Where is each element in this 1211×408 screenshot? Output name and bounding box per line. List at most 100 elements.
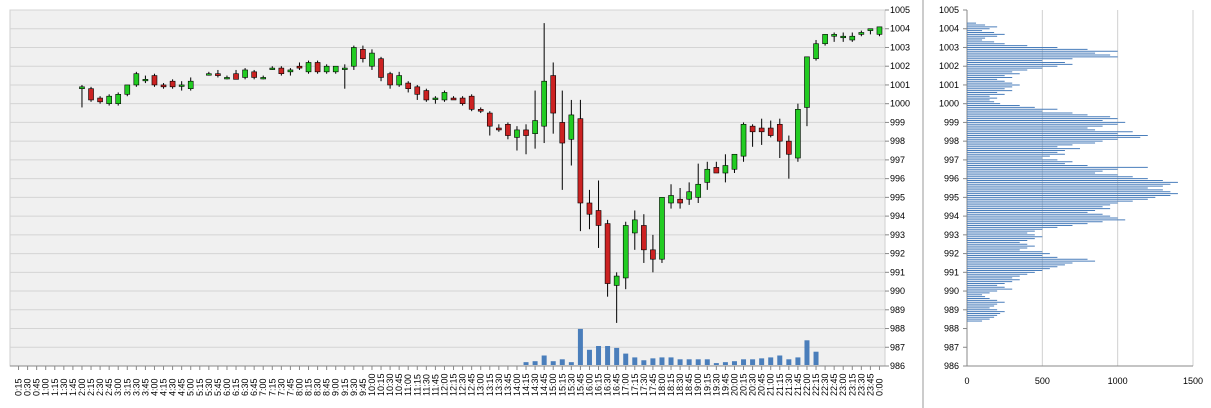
- x-tick-label: 16:45: [612, 373, 622, 396]
- candle-body: [314, 62, 321, 73]
- candle-body: [178, 84, 185, 87]
- x-tick-label: 20:15: [739, 373, 749, 396]
- candle-body: [613, 275, 620, 286]
- x-tick-label: 19:00: [693, 373, 703, 396]
- x-tick-label: 0:30: [23, 378, 33, 396]
- y-tick-label: 1000: [890, 99, 910, 109]
- candle-body: [767, 127, 774, 136]
- x-tick-label: 18:00: [657, 373, 667, 396]
- y-tick-label: 1002: [890, 61, 910, 71]
- y-tick-label: 986: [890, 361, 905, 371]
- profile-x-tick-label: 500: [1035, 376, 1050, 386]
- x-tick-label: 4:45: [177, 378, 187, 396]
- x-tick-label: 5:30: [204, 378, 214, 396]
- profile-y-tick-label: 991: [944, 267, 959, 277]
- candle-body: [278, 67, 285, 75]
- profile-y-tick-label: 996: [944, 174, 959, 184]
- profile-y-tick-label: 993: [944, 230, 959, 240]
- candle-body: [97, 97, 103, 103]
- candle-body: [659, 197, 665, 260]
- y-tick-label: 999: [890, 117, 905, 127]
- candle-body: [224, 77, 230, 80]
- x-tick-label: 22:45: [829, 373, 839, 396]
- candle-body: [722, 165, 729, 174]
- candle-body: [477, 109, 484, 112]
- x-tick-label: 8:45: [322, 378, 332, 396]
- candle-body: [795, 109, 801, 159]
- y-tick-label: 1005: [890, 5, 910, 15]
- candle-body: [858, 32, 865, 35]
- y-tick-label: 991: [890, 267, 905, 277]
- profile-x-tick-label: 0: [964, 376, 969, 386]
- x-tick-label: 12:30: [458, 373, 468, 396]
- x-tick-label: 20:30: [748, 373, 758, 396]
- candle-body: [88, 88, 94, 101]
- candle-body: [369, 52, 375, 67]
- volume-bar: [596, 346, 602, 365]
- profile-y-tick-label: 1004: [939, 24, 959, 34]
- candle-body: [305, 62, 312, 73]
- volume-bar: [559, 359, 565, 365]
- candle-body: [260, 77, 267, 80]
- candle-body: [133, 73, 140, 86]
- y-tick-label: 993: [890, 230, 905, 240]
- x-tick-label: 9:15: [340, 378, 350, 396]
- x-tick-label: 10:00: [367, 373, 377, 396]
- x-tick-label: 0:45: [32, 378, 42, 396]
- candle-body: [550, 75, 557, 114]
- candle-body: [378, 58, 384, 78]
- volume-profile-panel: 0 500 1000 1500 1005 1004 1003 1002 1001 1000 999 9…: [939, 5, 1203, 386]
- candle-body: [296, 65, 303, 69]
- x-tick-label: 14:30: [530, 373, 540, 396]
- volume-bar: [650, 358, 656, 365]
- x-tick-label: 20:00: [729, 373, 739, 396]
- x-tick-label: 18:45: [684, 373, 694, 396]
- candle-body: [387, 73, 393, 86]
- volume-bar: [713, 363, 719, 365]
- volume-bar: [641, 360, 647, 365]
- volume-bar: [695, 359, 701, 365]
- x-tick-label: 11:15: [412, 374, 422, 396]
- x-tick-label: 15:30: [566, 373, 576, 396]
- x-tick-label: 1:45: [68, 378, 78, 396]
- x-tick-label: 7:45: [285, 378, 295, 396]
- x-tick-label: 9:45: [358, 378, 368, 396]
- volume-bar: [623, 353, 629, 365]
- candle-body: [115, 94, 122, 104]
- candle-body: [840, 35, 847, 39]
- candle-body: [776, 123, 783, 142]
- candle-body: [559, 122, 566, 144]
- candle-body: [124, 84, 131, 95]
- x-tick-label: 5:00: [186, 378, 196, 396]
- x-tick-label: 5:45: [213, 378, 223, 396]
- x-tick-label: 0:00: [874, 378, 884, 396]
- x-tick-label: 6:45: [249, 378, 259, 396]
- x-tick-label: 15:15: [557, 373, 567, 396]
- candle-body: [351, 47, 357, 67]
- x-tick-label: 8:15: [304, 378, 314, 396]
- candle-body: [650, 249, 656, 260]
- candle-body: [514, 129, 520, 138]
- x-tick-label: 8:00: [294, 378, 304, 396]
- candle-body: [459, 97, 466, 104]
- y-tick-label: 994: [890, 211, 905, 221]
- volume-bar: [686, 359, 692, 365]
- x-tick-label: 21:30: [784, 373, 794, 396]
- volume-bar: [731, 361, 737, 365]
- candle-body: [523, 129, 529, 136]
- volume-bar: [759, 358, 765, 365]
- x-tick-label: 17:00: [621, 373, 631, 396]
- candle-body: [740, 123, 747, 157]
- x-tick-label: 22:00: [802, 373, 812, 396]
- profile-x-tick-label: 1000: [1108, 376, 1128, 386]
- candle-body: [360, 49, 366, 60]
- volume-bar: [632, 357, 638, 365]
- candle-body: [423, 90, 430, 101]
- candle-body: [695, 183, 702, 198]
- volume-bar: [532, 361, 538, 365]
- candle-body: [332, 65, 339, 73]
- x-tick-label: 12:00: [439, 373, 449, 396]
- x-tick-label: 21:45: [793, 373, 803, 396]
